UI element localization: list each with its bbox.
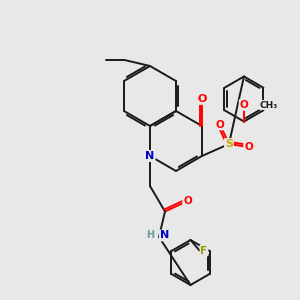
Text: N: N [160,230,169,241]
Text: O: O [197,94,207,104]
Text: S: S [225,139,233,149]
Text: H: H [146,230,155,241]
Text: F: F [200,245,208,256]
Text: O: O [216,119,224,130]
Text: O: O [244,142,253,152]
Text: N: N [146,151,154,161]
Text: O: O [183,196,192,206]
Text: O: O [240,100,248,110]
Text: CH₃: CH₃ [260,100,278,109]
